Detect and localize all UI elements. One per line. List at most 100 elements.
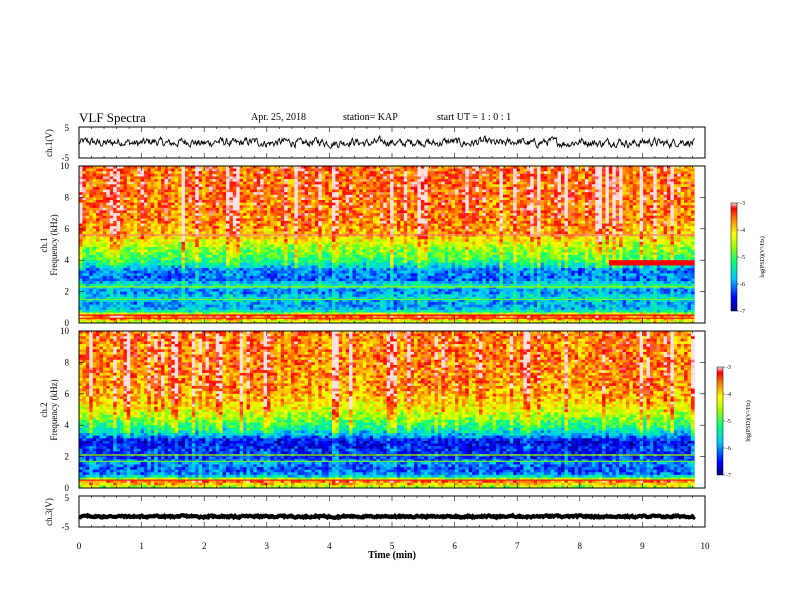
spec-cell <box>625 207 630 211</box>
spec-cell <box>379 173 384 177</box>
spec-cell <box>256 171 261 175</box>
spec-cell <box>379 210 384 214</box>
spec-cell <box>215 192 220 196</box>
spec-cell <box>663 186 668 190</box>
spec-cell <box>667 228 671 232</box>
spec-cell <box>362 192 367 196</box>
spec-cell <box>215 220 220 224</box>
spec-cell <box>383 181 387 185</box>
spec-cell <box>520 166 524 169</box>
spec-cell <box>239 179 244 182</box>
spec-cell <box>342 168 346 172</box>
spec-cell <box>643 192 647 196</box>
spec-cell <box>472 186 476 190</box>
spec-cell <box>526 205 531 209</box>
spec-cell <box>451 166 456 169</box>
spec-cell <box>649 197 654 201</box>
spec-cell <box>137 168 141 172</box>
spec-cell <box>615 194 620 198</box>
spec-cell <box>123 194 128 198</box>
spec-cell <box>509 215 514 219</box>
spec-cell <box>195 205 199 209</box>
spec-cell <box>602 210 606 214</box>
spec-cell <box>591 166 596 169</box>
spec-cell <box>410 223 415 227</box>
spec-cell <box>472 184 476 188</box>
spec-cell <box>612 228 617 232</box>
spec-cell <box>434 197 439 201</box>
spec-cell <box>509 192 514 196</box>
spec-cell <box>420 210 425 214</box>
spec-cell <box>239 168 244 172</box>
spec-cell <box>656 210 661 214</box>
spec-cell <box>273 176 278 180</box>
spec-cell <box>174 207 179 211</box>
spec-cell <box>277 171 281 175</box>
spec-cell <box>619 200 623 203</box>
spec-cell <box>369 189 374 193</box>
spec-cell <box>331 171 336 175</box>
spec-cell <box>386 207 391 211</box>
spec-cell <box>318 228 323 232</box>
spec-cell <box>520 207 524 211</box>
spec-cell <box>414 166 418 169</box>
spec-cell <box>393 228 398 232</box>
spec-cell <box>335 228 340 232</box>
spec-cell <box>543 171 548 175</box>
spec-cell <box>393 186 398 190</box>
spec-cell <box>171 228 176 232</box>
spec-cell <box>632 166 637 169</box>
spec-cell <box>140 179 145 182</box>
spec-cell <box>567 215 572 219</box>
spec-cell <box>328 171 333 175</box>
spec-cell <box>116 218 121 222</box>
spec-cell <box>502 200 507 203</box>
spec-cell <box>564 194 569 198</box>
spec-cell <box>605 197 610 201</box>
spec-cell <box>325 194 329 198</box>
spec-cell <box>390 171 394 175</box>
spec-cell <box>502 213 507 217</box>
spec-cell <box>602 179 606 182</box>
spec-cell <box>246 205 251 209</box>
spec-cell <box>184 197 189 201</box>
spec-cell <box>202 184 206 188</box>
spec-cell <box>602 213 606 217</box>
spec-cell <box>232 173 237 177</box>
spec-cell <box>174 179 179 182</box>
spec-cell <box>537 207 541 211</box>
spec-cell <box>263 179 268 182</box>
spec-cell <box>273 226 278 230</box>
spec-cell <box>311 215 316 219</box>
spec-cell <box>243 189 247 193</box>
spec-cell <box>133 184 138 188</box>
spec-cell <box>578 220 582 224</box>
spec-cell <box>478 181 483 185</box>
spec-cell <box>424 220 428 224</box>
spec-cell <box>448 220 452 224</box>
spec-cell <box>670 186 675 190</box>
spec-cell <box>400 200 405 203</box>
spec-cell <box>424 171 428 175</box>
spec-cell <box>571 202 576 206</box>
spec-cell <box>188 200 193 203</box>
spec-cell <box>301 231 305 235</box>
spec-cell <box>625 173 630 177</box>
spec-cell <box>349 173 353 177</box>
spec-cell <box>540 210 545 214</box>
spec-cell <box>574 184 579 188</box>
spec-cell <box>588 205 593 209</box>
spec-cell <box>137 194 141 198</box>
spec-cell <box>208 200 213 203</box>
spec-cell <box>656 218 661 222</box>
spec-cell <box>468 202 473 206</box>
spec-cell <box>578 213 582 217</box>
spec-cell <box>263 223 268 227</box>
spec-cell <box>619 228 623 232</box>
spec-cell <box>106 197 111 201</box>
spec-cell <box>147 184 152 188</box>
spec-cell <box>120 213 124 217</box>
spec-cell <box>102 223 107 227</box>
spec-cell <box>441 231 446 235</box>
spec-cell <box>140 181 145 185</box>
